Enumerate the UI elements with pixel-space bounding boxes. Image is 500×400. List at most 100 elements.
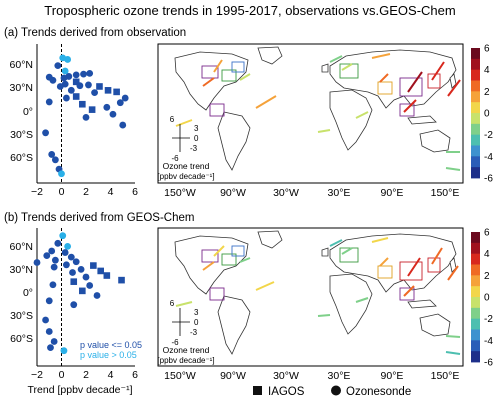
x-tick: 0 xyxy=(59,369,65,381)
data-point xyxy=(103,272,111,279)
data-point xyxy=(67,253,75,261)
data-point xyxy=(118,276,125,284)
data-point xyxy=(59,232,67,240)
trend-arrow xyxy=(447,79,461,97)
data-point xyxy=(104,87,112,94)
colorbar-tick: 4 xyxy=(484,249,490,260)
data-point xyxy=(49,281,57,289)
panel-b: (b) Trends derived from GEOS-Chem 60°N 3… xyxy=(4,212,493,396)
region-box xyxy=(221,69,237,82)
europe-asia xyxy=(329,233,457,293)
colorbar-tick: -6 xyxy=(484,174,493,185)
data-point xyxy=(60,347,68,355)
x-tick: 0 xyxy=(59,186,65,198)
data-point xyxy=(90,262,97,269)
colorbar-segment xyxy=(471,275,480,287)
region-box xyxy=(399,103,415,117)
x-tick: 6 xyxy=(132,369,138,381)
trend-arrow xyxy=(202,261,215,271)
colorbar-segment xyxy=(471,351,480,363)
significance-legend-sig: p value <= 0.05 xyxy=(80,340,142,350)
region-box xyxy=(399,261,423,281)
region-box xyxy=(427,257,441,273)
data-point xyxy=(116,99,124,107)
data-point xyxy=(121,94,129,102)
region-box xyxy=(377,81,393,95)
indonesia xyxy=(407,115,437,125)
x-tick: 4 xyxy=(108,369,114,381)
data-point xyxy=(103,103,111,111)
data-point xyxy=(72,78,80,86)
lon-tick: 30°E xyxy=(328,370,351,382)
trend-arrow xyxy=(213,59,223,73)
data-point xyxy=(86,282,94,289)
colorbar-tick: -6 xyxy=(484,358,493,369)
legend-label: Ozone trend xyxy=(163,161,210,171)
trend-arrow xyxy=(407,257,421,277)
y-tick-30n: 30°N xyxy=(10,264,33,276)
legend-tick: 6 xyxy=(170,299,175,308)
y-tick-60s: 60°S xyxy=(10,152,33,164)
circle-marker-icon xyxy=(331,385,341,396)
y-tick-0: 0° xyxy=(23,106,33,118)
data-point xyxy=(43,252,51,259)
region-box xyxy=(339,63,359,79)
trend-arrow xyxy=(371,237,389,243)
figure-title: Tropospheric ozone trends in 1995-2017, … xyxy=(44,3,455,18)
data-point xyxy=(72,93,80,100)
trend-arrow xyxy=(239,257,251,263)
colorbar-segment xyxy=(471,80,480,92)
data-point xyxy=(49,76,57,84)
data-point xyxy=(48,151,56,158)
trend-arrow xyxy=(329,55,343,63)
data-point xyxy=(77,266,85,273)
colorbar-segment xyxy=(471,48,480,60)
y-tick-60n: 60°N xyxy=(10,241,33,253)
greenland xyxy=(257,230,283,249)
y-tick-30s: 30°S xyxy=(10,310,33,322)
panel-a-map: 150°W 90°W 30°W 30°E 90°E 150°E xyxy=(157,43,464,199)
x-tick: 2 xyxy=(83,369,89,381)
region-box xyxy=(427,73,441,89)
data-point xyxy=(54,239,62,247)
data-point xyxy=(70,278,78,285)
region-box xyxy=(209,287,225,301)
lon-tick: 90°E xyxy=(381,187,404,199)
data-point xyxy=(113,88,120,96)
uk xyxy=(321,63,329,73)
panel-b-arrow-legend: 6 3 0 -3 -6 Ozone trend [ppbv decade⁻¹] xyxy=(157,299,214,365)
lon-tick: 150°W xyxy=(164,370,196,382)
lon-tick: 30°E xyxy=(328,187,351,199)
greenland xyxy=(257,46,283,65)
data-point xyxy=(48,247,56,255)
colorbar-tick: 2 xyxy=(484,271,490,282)
colorbar-tick: -2 xyxy=(484,314,493,325)
data-point xyxy=(86,69,94,77)
panel-a-label: (a) Trends derived from observation xyxy=(4,27,186,39)
panel-a-points xyxy=(42,54,129,178)
colorbar-segment xyxy=(471,102,480,114)
data-point xyxy=(72,71,80,79)
trend-arrow xyxy=(379,73,389,83)
trend-arrow xyxy=(255,281,275,291)
colorbar-segment xyxy=(471,297,480,309)
lon-tick: 150°W xyxy=(164,187,196,199)
data-point xyxy=(51,256,59,264)
data-point xyxy=(79,100,86,108)
data-point xyxy=(63,94,70,102)
legend-ozonesonde: Ozonesonde xyxy=(346,386,411,398)
data-point xyxy=(45,328,53,335)
colorbar-segment xyxy=(471,307,480,320)
trend-arrow xyxy=(175,119,193,127)
x-tick: −2 xyxy=(31,186,43,198)
data-point xyxy=(91,89,98,97)
region-box xyxy=(231,245,245,257)
data-point xyxy=(119,121,127,129)
y-tick-30s: 30°S xyxy=(10,129,33,141)
data-point xyxy=(33,259,41,266)
trend-arrow xyxy=(379,257,389,267)
panel-b-regions xyxy=(201,245,441,301)
legend-tick: 0 xyxy=(194,318,199,327)
data-point xyxy=(85,81,92,89)
